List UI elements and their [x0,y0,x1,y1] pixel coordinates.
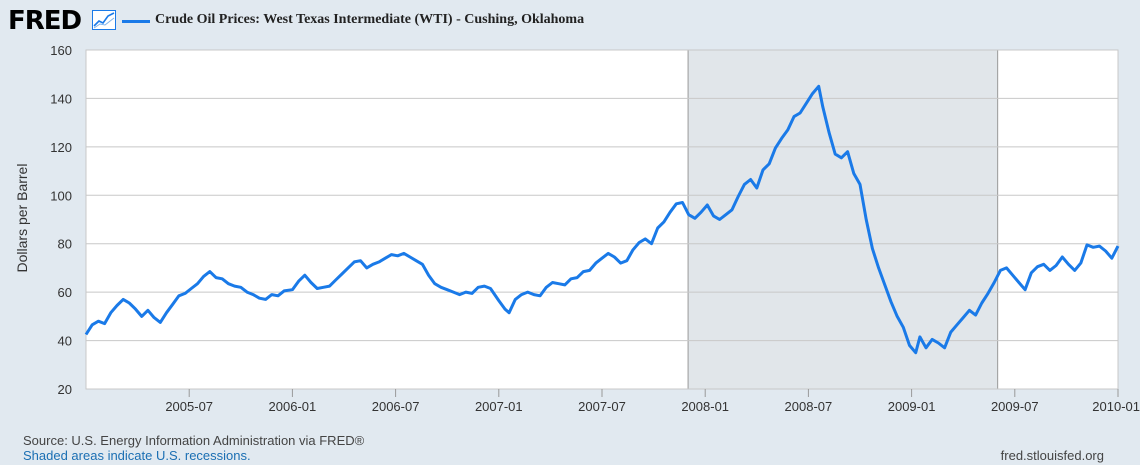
y-tick-label: 160 [50,43,72,58]
y-tick-label: 20 [58,382,72,397]
chart-footer: Source: U.S. Energy Information Administ… [23,433,364,463]
site-url[interactable]: fred.stlouisfed.org [1000,448,1104,463]
y-tick-label: 40 [58,334,72,349]
y-tick-label: 80 [58,237,72,252]
y-tick-label: 120 [50,140,72,155]
trend-graph-icon [92,10,116,30]
x-tick-label: 2010-01 [1092,399,1140,414]
fred-logo[interactable]: FRED [8,6,82,36]
y-tick-label: 100 [50,188,72,203]
legend-swatch [122,20,150,23]
x-tick-label: 2009-01 [888,399,936,414]
recession-band [688,50,998,389]
tick-layer: 20 40 60 80 100 120 140 160 2005-07 2006-01 2006-0… [50,43,1140,414]
x-tick-label: 2006-07 [372,399,420,414]
source-note: Source: U.S. Energy Information Administ… [23,433,365,448]
x-tick-label: 2009-07 [991,399,1039,414]
x-tick-label: 2007-01 [475,399,523,414]
x-tick-label: 2006-01 [269,399,317,414]
y-tick-label: 60 [58,285,72,300]
x-tick-label: 2007-07 [578,399,626,414]
x-tick-label: 2008-07 [785,399,833,414]
chart-header: FRED Crude Oil Prices: West Texas Interm… [0,0,1140,44]
y-tick-label: 140 [50,91,72,106]
y-axis-label: Dollars per Barrel [14,164,30,273]
x-tick-label: 2008-01 [681,399,729,414]
x-tick-label: 2005-07 [165,399,213,414]
recession-note[interactable]: Shaded areas indicate U.S. recessions. [23,448,251,463]
recession-layer [86,50,1118,389]
series-layer [84,84,1120,355]
series-line-wti[interactable] [84,84,1120,355]
legend-label[interactable]: Crude Oil Prices: West Texas Intermediat… [155,12,585,27]
